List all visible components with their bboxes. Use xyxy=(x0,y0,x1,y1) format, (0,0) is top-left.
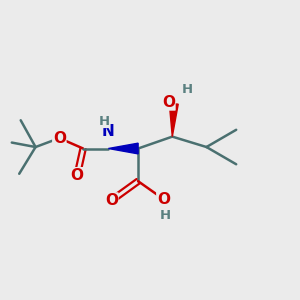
Text: O: O xyxy=(162,95,175,110)
Text: H: H xyxy=(159,209,170,222)
Text: H: H xyxy=(182,83,193,96)
Polygon shape xyxy=(169,104,178,136)
Text: O: O xyxy=(71,168,84,183)
Text: O: O xyxy=(53,130,66,146)
Polygon shape xyxy=(108,143,138,154)
Text: O: O xyxy=(105,193,118,208)
Text: N: N xyxy=(102,124,115,139)
Text: H: H xyxy=(98,115,110,128)
Text: O: O xyxy=(157,191,170,206)
